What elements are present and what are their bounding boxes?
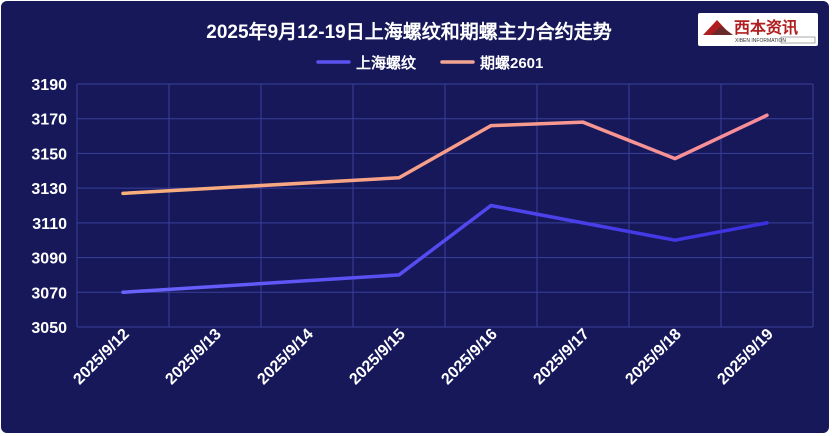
y-tick-label: 3050 [31,320,67,337]
y-axis-ticks: 3050 3070 3090 3110 3130 3150 3170 3190 [31,77,67,337]
x-tick-label: 2025/9/13 [162,326,224,388]
y-tick-label: 3090 [31,251,67,268]
x-tick-label: 2025/9/19 [714,326,776,388]
logo-mountain-shadow-icon [711,26,733,35]
series-line-shanghai [121,203,769,295]
x-axis-ticks: 2025/9/12 2025/9/13 2025/9/14 2025/9/15 2025… [70,326,776,388]
logo-name: 西本资讯 [734,18,798,37]
legend-label-shanghai: 上海螺纹 [356,54,417,72]
chart-title: 2025年9月12-19日上海螺纹和期螺主力合约走势 [206,20,611,43]
y-tick-label: 3070 [31,285,67,302]
logo: 西本资讯 XIBEN INFORMATION [698,13,818,46]
x-tick-label: 2025/9/16 [438,326,500,388]
y-tick-label: 3130 [31,181,67,198]
legend-label-futures: 期螺2601 [480,54,543,72]
x-tick-label: 2025/9/14 [254,326,316,388]
grid [76,83,814,328]
legend-item-shanghai: 上海螺纹 [316,54,417,72]
series-line-futures [121,113,769,196]
x-tick-label: 2025/9/15 [346,326,408,388]
x-tick-label: 2025/9/12 [70,326,132,388]
y-tick-label: 3190 [31,77,67,94]
logo-background [698,13,818,46]
y-tick-label: 3110 [32,216,67,233]
legend: 上海螺纹 期螺2601 [316,54,543,72]
y-tick-label: 3170 [31,112,67,129]
x-tick-label: 2025/9/17 [530,326,592,388]
logo-subtitle-box [780,36,816,44]
logo-subtitle: XIBEN INFORMATION [735,38,786,44]
legend-item-futures: 期螺2601 [440,54,543,72]
x-tick-label: 2025/9/18 [622,326,684,388]
y-tick-label: 3150 [31,146,67,163]
series [121,113,769,295]
